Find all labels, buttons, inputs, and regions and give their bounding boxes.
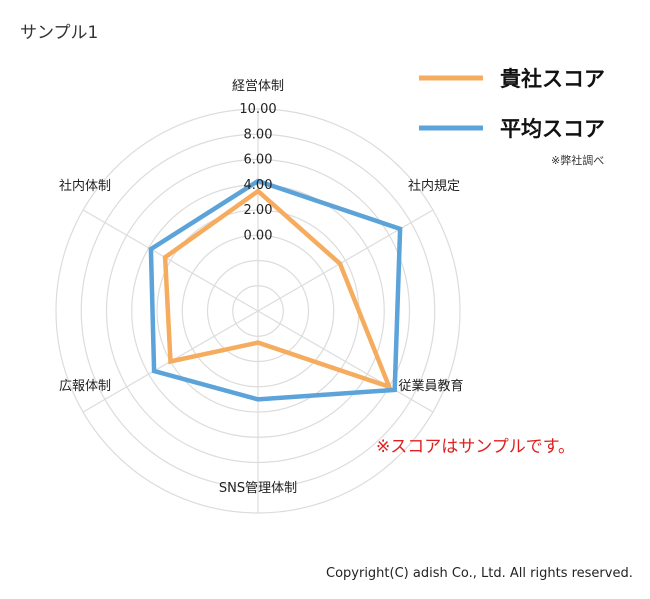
series-polygon-average-score: [148, 178, 403, 402]
tick-label: 10.00: [239, 102, 276, 117]
axis-spoke: [257, 209, 434, 312]
copyright-text: Copyright(C) adish Co., Ltd. All rights …: [326, 566, 633, 581]
axis-label: 社内規定: [408, 178, 460, 194]
source-note: ※弊社調べ: [551, 154, 605, 167]
radar-series-layer: [148, 178, 403, 402]
page-title: サンプル1: [20, 23, 99, 43]
tick-label: 4.00: [244, 178, 273, 193]
tick-label: 8.00: [244, 127, 273, 142]
tick-label: 6.00: [244, 153, 273, 168]
axis-label: 社内体制: [59, 178, 111, 194]
axis-label: 広報体制: [59, 379, 111, 394]
axis-spoke: [257, 310, 434, 413]
axis-spoke: [82, 209, 259, 312]
legend-label: 貴社スコア: [500, 67, 605, 91]
legend-label: 平均スコア: [500, 117, 605, 141]
series-polygon-company-score: [162, 188, 394, 391]
sample-note: ※スコアはサンプルです。: [376, 437, 576, 457]
radar-grid: [55, 108, 461, 514]
tick-label: 0.00: [244, 228, 273, 243]
tick-label: 2.00: [244, 203, 273, 218]
axis-label: 従業員教育: [398, 378, 463, 394]
radar-tick-labels: 0.00 2.00 4.00 6.00 8.00 10.00: [239, 102, 276, 243]
axis-label: 経営体制: [232, 79, 284, 94]
axis-label: SNS管理体制: [219, 481, 297, 496]
